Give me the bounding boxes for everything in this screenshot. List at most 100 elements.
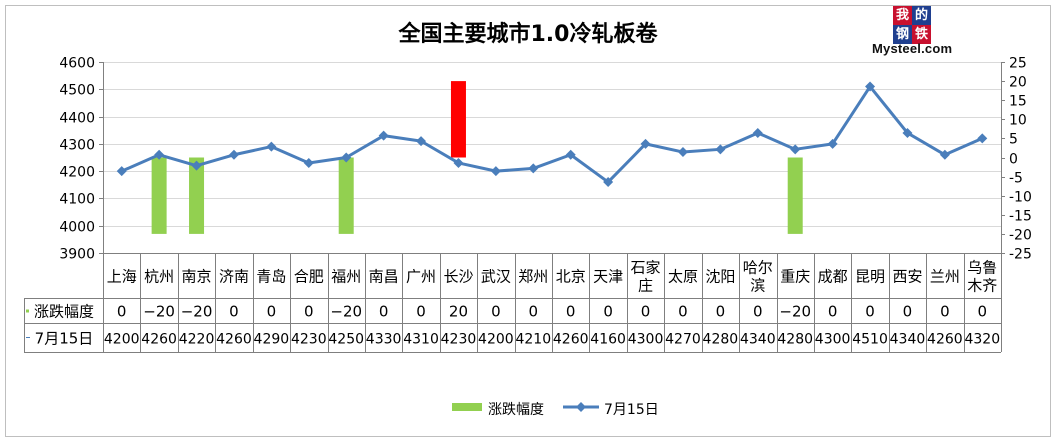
table-value-price: 4230	[441, 332, 477, 348]
table-key-change	[26, 309, 29, 313]
table-value-price: 4330	[366, 332, 402, 348]
right-tick-label: 10	[1009, 113, 1027, 129]
table-value-change: 0	[603, 303, 613, 321]
category-label: 南京	[182, 268, 212, 286]
left-tick-label: 4600	[59, 56, 95, 72]
bar-南京	[189, 157, 205, 234]
table-value-change: 0	[117, 303, 127, 321]
table-value-change: −20	[779, 303, 811, 321]
table-value-price: 4320	[964, 332, 1000, 348]
left-tick-label: 4000	[59, 220, 95, 236]
right-tick-label: 0	[1009, 152, 1018, 168]
table-value-price: 4270	[665, 332, 701, 348]
right-tick-label: 15	[1009, 94, 1027, 110]
price-point-郑州	[528, 163, 539, 174]
category-label: 乌鲁	[967, 259, 997, 277]
price-point-太原	[677, 147, 688, 158]
chart-border	[5, 5, 1051, 437]
table-value-price: 4280	[703, 332, 739, 348]
table-value-price: 4280	[777, 332, 813, 348]
table-value-change: 0	[865, 303, 875, 321]
price-point-南京	[191, 160, 202, 171]
logo-char-2: 的	[912, 6, 931, 25]
price-line	[121, 85, 983, 184]
category-label: 长沙	[443, 268, 473, 286]
table-value-change: 0	[641, 303, 651, 321]
price-point-广州	[416, 136, 427, 147]
table-value-change: 0	[416, 303, 426, 321]
table-value-change: 0	[753, 303, 763, 321]
table-value-change: 0	[566, 303, 576, 321]
price-point-乌鲁木齐	[977, 133, 988, 144]
table-value-price: 4290	[254, 332, 290, 348]
price-point-成都	[827, 138, 838, 149]
table-value-change: 0	[903, 303, 913, 321]
logo-char-1: 我	[893, 6, 912, 25]
chart-title: 全国主要城市1.0冷轧板卷	[398, 22, 658, 47]
table-series-label-change: 涨跌幅度	[34, 303, 94, 321]
category-label: 滨	[750, 277, 765, 295]
left-tick-label: 4400	[59, 111, 95, 127]
table-value-price: 4340	[740, 332, 776, 348]
price-point-昆明	[865, 81, 876, 92]
table-value-price: 4340	[890, 332, 926, 348]
price-point-上海	[116, 166, 127, 177]
price-point-天津	[603, 177, 614, 188]
legend-swatch-change	[452, 403, 482, 411]
left-tick-label: 4500	[59, 83, 95, 99]
table-value-price: 4220	[179, 332, 215, 348]
category-label: 福州	[331, 268, 361, 286]
category-label: 郑州	[518, 268, 548, 286]
logo-brand-text: Mysteel.com	[872, 41, 953, 56]
category-label: 杭州	[144, 268, 174, 286]
table-value-change: −20	[143, 303, 175, 321]
table-value-change: 0	[491, 303, 501, 321]
right-tick-label: -10	[1009, 190, 1032, 206]
table-value-change: 0	[379, 303, 389, 321]
right-tick-label: 20	[1009, 75, 1027, 91]
table-value-price: 4200	[478, 332, 514, 348]
category-label: 北京	[556, 268, 586, 286]
table-value-price: 4210	[515, 332, 551, 348]
price-point-兰州	[939, 149, 950, 160]
table-value-price: 4200	[104, 332, 140, 348]
logo-char-3: 钢	[893, 25, 912, 44]
table-value-change: 0	[304, 303, 314, 321]
category-label: 沈阳	[705, 268, 735, 286]
table-value-change: 0	[716, 303, 726, 321]
price-point-石家庄	[640, 138, 651, 149]
price-point-沈阳	[715, 144, 726, 155]
category-label: 合肥	[294, 268, 324, 286]
table-value-change: 0	[229, 303, 239, 321]
table-value-change: 0	[267, 303, 277, 321]
right-tick-label: -5	[1009, 171, 1023, 187]
price-point-合肥	[303, 157, 314, 168]
price-point-武汉	[490, 166, 501, 177]
table-series-label-price: 7月15日	[35, 330, 94, 348]
price-point-重庆	[790, 144, 801, 155]
table-value-price: 4300	[815, 332, 851, 348]
table-value-change: 0	[678, 303, 688, 321]
category-label: 兰州	[930, 268, 960, 286]
table-value-price: 4260	[553, 332, 589, 348]
right-tick-label: -25	[1009, 247, 1032, 263]
category-label: 济南	[219, 268, 249, 286]
price-point-济南	[228, 149, 239, 160]
logo-char-4: 铁	[912, 25, 931, 44]
category-label: 广州	[406, 268, 436, 286]
legend-marker-price	[576, 402, 586, 412]
price-point-北京	[565, 149, 576, 160]
mysteel-logo: 我 的 钢 铁 Mysteel.com	[872, 6, 968, 58]
table-value-change: 0	[529, 303, 539, 321]
bar-杭州	[151, 157, 167, 234]
category-label: 青岛	[256, 268, 286, 286]
category-label: 石家	[631, 259, 661, 277]
table-value-change: −20	[330, 303, 362, 321]
legend-label-change: 涨跌幅度	[488, 402, 544, 418]
price-point-杭州	[154, 149, 165, 160]
table-value-change: 0	[978, 303, 988, 321]
price-point-西安	[902, 127, 913, 138]
price-point-福州	[341, 152, 352, 163]
table-value-change: 20	[449, 303, 468, 321]
